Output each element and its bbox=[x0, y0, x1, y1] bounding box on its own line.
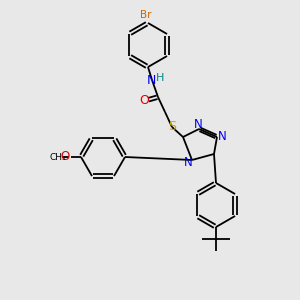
Text: CH₃: CH₃ bbox=[50, 152, 66, 161]
Text: H: H bbox=[156, 73, 164, 83]
Text: S: S bbox=[168, 121, 176, 134]
Text: O: O bbox=[61, 151, 70, 164]
Text: N: N bbox=[184, 157, 192, 169]
Text: N: N bbox=[194, 118, 202, 131]
Text: Br: Br bbox=[140, 10, 152, 20]
Text: O: O bbox=[139, 94, 149, 106]
Text: N: N bbox=[218, 130, 226, 142]
Text: N: N bbox=[146, 74, 156, 86]
